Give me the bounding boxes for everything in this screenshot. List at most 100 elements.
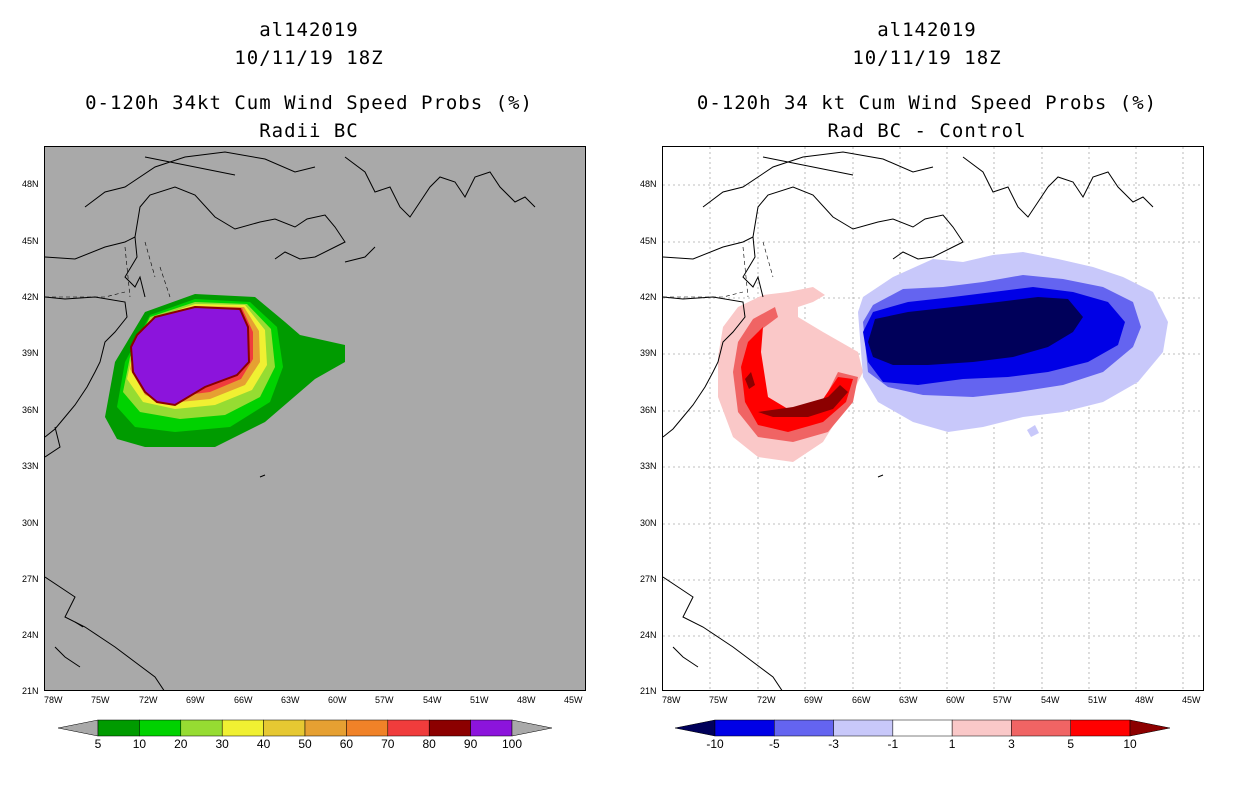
colorbar-arrow-low — [674, 719, 716, 737]
colorbar-label: 70 — [381, 737, 395, 751]
right-title-subtitle: Rad BC - Control — [827, 120, 1027, 142]
colorbar-label: 5 — [94, 737, 102, 751]
colorbar-segment — [346, 719, 389, 737]
colorbar-label: 40 — [256, 737, 271, 751]
colorbar-label: 60 — [339, 737, 354, 751]
colorbar-label: -10 — [706, 737, 724, 751]
left-panel: al142019 10/11/19 18Z 0-120h 34kt Cum Wi… — [22, 19, 586, 751]
colorbar-segment — [1070, 719, 1131, 737]
left-lon-label: 54W — [423, 695, 442, 705]
right-lon-label: 72W — [757, 695, 776, 705]
right-lon-label: 78W — [662, 695, 681, 705]
colorbar-label: 3 — [1008, 737, 1015, 751]
left-lat-label: 48N — [22, 179, 39, 189]
right-title-storm: al142019 — [877, 19, 977, 41]
right-state-borders — [663, 241, 774, 298]
left-lon-label: 63W — [281, 695, 300, 705]
right-lat-label: 27N — [640, 574, 657, 584]
left-lat-label: 33N — [22, 461, 39, 471]
left-title-subtitle: Radii BC — [259, 120, 359, 142]
left-lon-label: 72W — [139, 695, 158, 705]
right-lat-label: 33N — [640, 461, 657, 471]
diff-contour-m10 — [868, 297, 1083, 365]
colorbar-segment — [97, 719, 140, 737]
left-lon-label: 60W — [328, 695, 347, 705]
colorbar-label: 80 — [422, 737, 436, 751]
left-colorbar — [57, 719, 553, 737]
colorbar-arrow-low — [57, 719, 99, 737]
colorbar-label: -3 — [828, 737, 839, 751]
left-lon-label: 45W — [564, 695, 583, 705]
colorbar-segment — [714, 719, 775, 737]
colorbar-label: 30 — [215, 737, 229, 751]
left-lat-label: 27N — [22, 574, 39, 584]
left-title-date: 10/11/19 18Z — [234, 47, 384, 69]
colorbar-label: 10 — [132, 737, 147, 751]
left-title-storm: al142019 — [259, 19, 359, 41]
right-lat-label: 30N — [640, 518, 657, 528]
diff-contour-m1-small — [1027, 425, 1039, 437]
left-lon-label: 69W — [186, 695, 205, 705]
colorbar-label: 100 — [501, 737, 523, 751]
left-lat-label: 30N — [22, 518, 39, 528]
right-lat-label: 36N — [640, 405, 657, 415]
right-coastlines — [663, 151, 1154, 690]
right-lon-label: 63W — [899, 695, 918, 705]
right-lat-label: 21N — [640, 686, 657, 696]
right-lon-label: 54W — [1041, 695, 1060, 705]
colorbar-segment — [221, 719, 264, 737]
colorbar-segment — [951, 719, 1012, 737]
left-lat-label: 36N — [22, 405, 39, 415]
left-lon-label: 78W — [44, 695, 63, 705]
left-map-canvas — [45, 151, 536, 690]
right-lon-label: 48W — [1135, 695, 1154, 705]
right-panel: al142019 10/11/19 18Z 0-120h 34 kt Cum W… — [618, 0, 1236, 800]
left-lon-label: 75W — [91, 695, 110, 705]
prob-contour-100 — [129, 305, 251, 407]
right-lat-label: 42N — [640, 292, 657, 302]
colorbar-label: -1 — [887, 737, 899, 751]
colorbar-label: 90 — [463, 737, 478, 751]
diff-contour-10b — [745, 372, 755, 389]
left-map — [44, 146, 586, 691]
right-lon-label: 75W — [709, 695, 728, 705]
right-map — [662, 146, 1204, 691]
left-lat-label: 21N — [22, 686, 39, 696]
colorbar-label: 50 — [298, 737, 312, 751]
left-title-product: 0-120h 34kt Cum Wind Speed Probs (%) — [85, 92, 533, 114]
right-lat-label: 45N — [640, 236, 657, 246]
colorbar-segment — [304, 719, 347, 737]
left-lon-label: 48W — [517, 695, 536, 705]
right-lon-label: 57W — [993, 695, 1012, 705]
right-map-canvas — [663, 147, 1203, 690]
left-lon-label: 51W — [470, 695, 489, 705]
colorbar-arrow-high — [1129, 719, 1171, 737]
colorbar-label: 1 — [948, 737, 956, 751]
left-state-borders — [45, 241, 171, 298]
colorbar-segment — [1011, 719, 1071, 737]
colorbar-label: 20 — [174, 737, 188, 751]
colorbar-segment — [428, 719, 471, 737]
right-lon-label: 60W — [946, 695, 965, 705]
colorbar-segment — [263, 719, 306, 737]
right-title-product: 0-120h 34 kt Cum Wind Speed Probs (%) — [696, 92, 1158, 114]
right-lon-label: 45W — [1182, 695, 1201, 705]
right-lon-label: 69W — [804, 695, 823, 705]
diff-contour-10 — [758, 385, 848, 417]
left-lat-label: 24N — [22, 630, 39, 640]
colorbar-arrow-high — [511, 719, 553, 737]
left-coastlines — [45, 151, 536, 690]
right-colorbar — [674, 719, 1171, 737]
colorbar-segment — [774, 719, 834, 737]
colorbar-label: 5 — [1067, 737, 1075, 751]
right-lat-label: 48N — [640, 179, 657, 189]
colorbar-label: 10 — [1123, 737, 1137, 751]
colorbar-segment — [180, 719, 223, 737]
left-lon-label: 57W — [375, 695, 394, 705]
left-lat-label: 39N — [22, 348, 39, 358]
colorbar-segment — [892, 719, 953, 737]
left-lat-label: 42N — [22, 292, 39, 302]
colorbar-label: -5 — [768, 737, 780, 751]
colorbar-segment — [387, 719, 430, 737]
right-lon-label: 51W — [1088, 695, 1107, 705]
